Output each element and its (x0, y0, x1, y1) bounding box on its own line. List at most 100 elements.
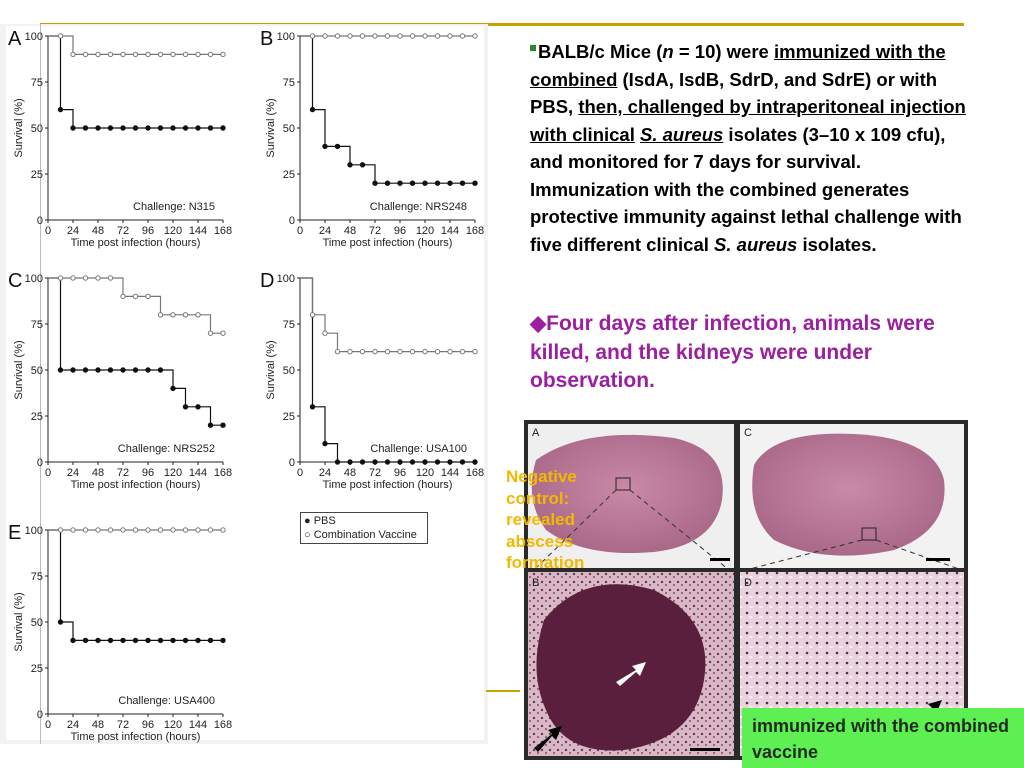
text-species: S. aureus (640, 123, 724, 145)
text-n: n (662, 41, 674, 62)
marker-pbs-A (70, 125, 76, 131)
y-tick-label-A: 100 (25, 31, 43, 43)
y-tick-label-D: 100 (277, 273, 295, 285)
x-tick-label-C: 24 (67, 467, 79, 479)
panel-letter-B: B (260, 28, 273, 50)
x-tick-label-E: 72 (117, 719, 129, 731)
gold-tick (486, 690, 520, 692)
marker-pbs-C (145, 367, 151, 373)
chart-D (297, 277, 478, 465)
marker-pbs-A (82, 125, 89, 131)
marker-pbs-C (70, 367, 76, 373)
marker-pbs-A (95, 125, 101, 131)
marker-vaccine-C (107, 275, 114, 281)
chart-C (45, 275, 226, 465)
x-tick-label-B: 168 (466, 225, 484, 237)
x-tick-label-B: 24 (319, 225, 331, 237)
marker-pbs-C (95, 367, 101, 373)
marker-vaccine-A (70, 51, 76, 58)
x-tick-label-E: 24 (67, 719, 79, 731)
chart-E (45, 527, 226, 717)
marker-pbs-A (132, 125, 139, 131)
x-tick-label-A: 0 (45, 225, 51, 237)
y-tick-label-C: 50 (31, 365, 43, 377)
marker-vaccine-D (434, 348, 441, 355)
marker-pbs-D (422, 459, 428, 465)
marker-vaccine-E (107, 527, 114, 533)
chart-B (297, 33, 478, 223)
marker-vaccine-C (207, 330, 214, 336)
y-tick-label-D: 0 (289, 457, 295, 469)
y-tick-label-A: 75 (31, 77, 43, 89)
x-tick-label-A: 144 (189, 225, 207, 237)
kidney-a (531, 434, 723, 554)
x-tick-label-E: 168 (214, 719, 232, 731)
y-axis-label-C: Survival (%) (13, 340, 25, 399)
x-tick-label-C: 120 (164, 467, 182, 479)
marker-vaccine-B (309, 33, 316, 39)
histology-figure: A C B D (524, 420, 968, 760)
marker-pbs-E (120, 637, 126, 644)
chart-A (45, 33, 226, 223)
marker-pbs-E (57, 619, 64, 625)
series-line-pbs-C (48, 277, 223, 426)
marker-vaccine-A (57, 33, 64, 39)
figure-panel (6, 26, 484, 740)
x-tick-label-E: 96 (142, 719, 154, 731)
x-tick-label-E: 0 (45, 719, 51, 731)
marker-pbs-B (347, 162, 353, 168)
marker-pbs-D (372, 459, 378, 465)
purple-note: ◆Four days after infection, animals were… (530, 312, 935, 392)
marker-vaccine-C (195, 312, 201, 318)
y-tick-label-E: 25 (31, 663, 43, 675)
marker-vaccine-D (347, 348, 353, 355)
bullet-square-icon (530, 45, 536, 52)
y-tick-label-B: 75 (283, 77, 295, 89)
marker-vaccine-B (359, 33, 366, 39)
series-line-pbs-E (48, 529, 223, 641)
text-species-2: S. aureus (714, 233, 798, 255)
marker-vaccine-C (95, 275, 101, 281)
x-axis-label-E: Time post infection (hours) (71, 731, 201, 743)
legend: ● PBS ○ Combination Vaccine (300, 512, 428, 544)
series-line-vaccine-A (48, 35, 223, 55)
marker-pbs-B (359, 162, 366, 168)
marker-vaccine-B (459, 33, 466, 39)
text-b1: BALB/c Mice ( (538, 41, 663, 62)
marker-pbs-E (82, 637, 89, 644)
zoom-box-a (615, 477, 631, 491)
marker-pbs-E (107, 637, 114, 644)
marker-vaccine-B (409, 33, 416, 39)
marker-pbs-B (409, 180, 416, 186)
marker-pbs-B (422, 180, 428, 186)
x-tick-label-A: 48 (92, 225, 104, 237)
x-tick-label-D: 168 (466, 467, 484, 479)
marker-vaccine-D (409, 348, 416, 355)
y-axis-label-A: Survival (%) (13, 98, 25, 157)
marker-vaccine-A (170, 51, 176, 58)
marker-pbs-B (309, 106, 316, 113)
y-tick-label-D: 50 (283, 365, 295, 377)
marker-vaccine-E (145, 527, 151, 533)
y-tick-label-C: 0 (37, 457, 43, 469)
histo-label-c: C (744, 427, 752, 439)
series-line-pbs-B (300, 35, 475, 184)
marker-pbs-B (322, 143, 328, 150)
marker-vaccine-A (182, 51, 189, 58)
marker-vaccine-C (220, 330, 226, 336)
y-tick-label-E: 100 (25, 525, 43, 537)
histo-label-d: D (744, 577, 752, 589)
marker-vaccine-B (434, 33, 441, 39)
x-tick-label-A: 24 (67, 225, 79, 237)
marker-vaccine-C (82, 275, 89, 281)
marker-vaccine-C (132, 293, 139, 300)
text-immunized: immunized with the combined (530, 41, 946, 90)
text-b1c: (IsdA, IsdB, SdrD, and SdrE) or with PBS… (530, 68, 938, 118)
panel-letter-E: E (8, 522, 21, 544)
survival-figure: A 0 25 50 75 100 0 24 48 72 96 120 144 168 Time post i… (8, 28, 484, 743)
marker-pbs-C (220, 422, 226, 428)
marker-vaccine-C (70, 275, 76, 281)
x-tick-label-C: 48 (92, 467, 104, 479)
marker-pbs-E (195, 637, 201, 644)
challenge-label-D: Challenge: USA100 (370, 443, 467, 455)
